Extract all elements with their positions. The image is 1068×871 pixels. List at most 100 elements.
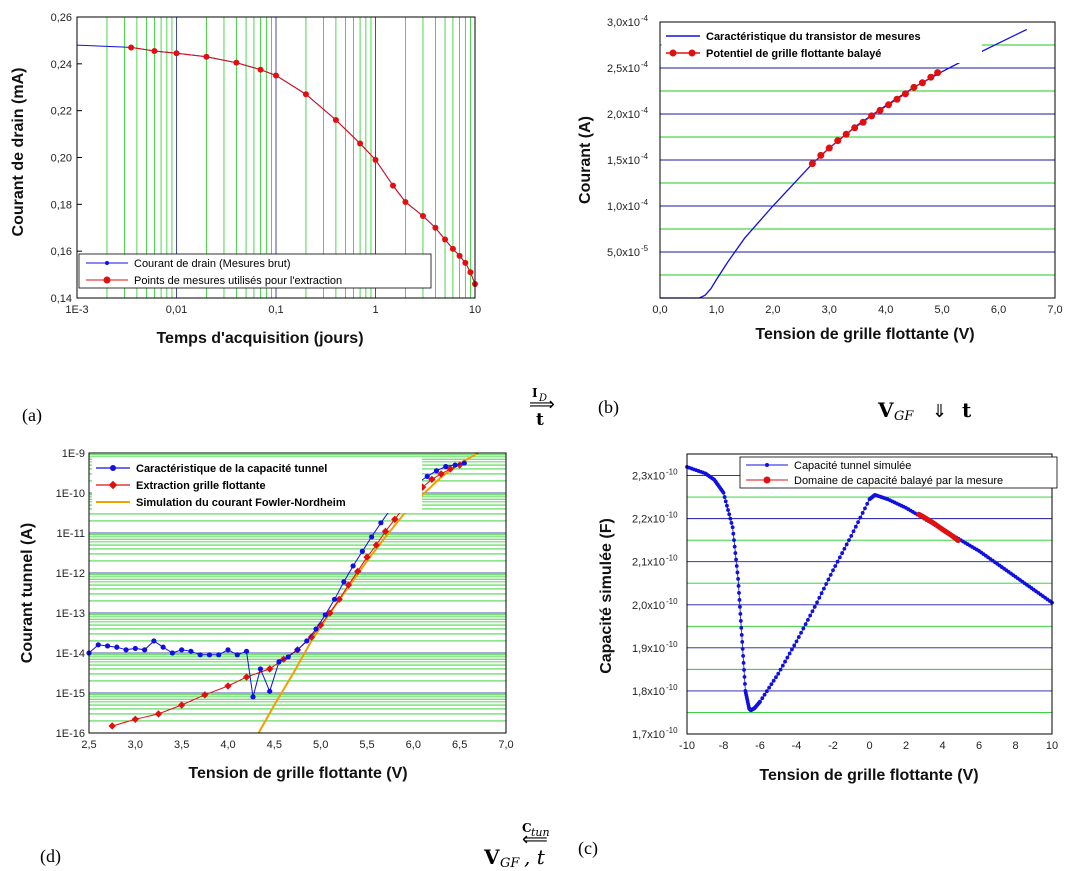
double-arrow-right-icon: ⟹ (529, 394, 555, 415)
series-0-point (799, 630, 803, 635)
series-0-point (285, 654, 291, 660)
series-1-point (372, 156, 379, 163)
series-0-point (833, 564, 838, 568)
series-1-point (449, 245, 456, 252)
chart-c-series (685, 465, 1054, 713)
chart-d-ticks: 2,5 3,0 3,5 4,0 4,5 5,0 5,5 6,0 6,5 7,0 1E-16 1E-15… (56, 448, 514, 751)
series-1-point (446, 465, 455, 473)
y-tick-label: 1E-11 (56, 528, 85, 540)
series-1-point (419, 213, 426, 220)
series-0-point (785, 655, 790, 660)
series-0-point (771, 678, 776, 683)
arrow-cd-bottom: V (483, 845, 500, 869)
series-0-point (794, 639, 799, 644)
series-1-point (233, 59, 240, 66)
series-1-point (381, 527, 390, 536)
series-0-point (322, 612, 328, 618)
series-0-point (826, 577, 831, 582)
arrow-ab-bottom: t (536, 410, 544, 430)
series-0-point (267, 688, 273, 694)
x-tick-label: -10 (679, 740, 695, 752)
y-tick-label: 2,2x10 (632, 514, 665, 526)
series-1-point (151, 47, 158, 54)
series-1-point (344, 581, 353, 589)
series-0-point (369, 534, 375, 540)
y-tick-exponent: -10 (666, 640, 678, 649)
series-1-point (876, 106, 884, 114)
series-1-point (868, 112, 876, 120)
series-1-point (390, 182, 397, 189)
series-0-point (803, 622, 808, 627)
series-1-point (885, 101, 893, 109)
series-0-point (276, 659, 282, 665)
series-0-point (732, 544, 737, 549)
series-0-point (730, 525, 735, 530)
series-0-point (123, 647, 129, 653)
arrow-bc-right: t (962, 398, 972, 422)
chart-d-legend-label-2: Extraction grille flottante (136, 480, 266, 492)
series-1-point (302, 91, 309, 98)
x-tick-label: 6 (976, 740, 982, 752)
series-0-point (774, 675, 778, 680)
chart-a-xlabel: Temps d'acquisition (jours) (156, 330, 363, 347)
series-0-point (851, 529, 856, 534)
y-tick-exponent: -10 (666, 726, 678, 735)
series-1-point (335, 595, 343, 603)
series-0-point (350, 563, 356, 569)
series-0-point (776, 671, 781, 676)
x-tick-label: 10 (1046, 740, 1058, 752)
chart-d-xlabel: Tension de grille flottante (V) (188, 765, 407, 782)
x-tick-label: 0,01 (166, 304, 187, 316)
chart-c-legend-box (739, 456, 1058, 489)
series-0-point (740, 640, 745, 644)
series-0-point (234, 652, 240, 658)
y-tick-exponent: -10 (666, 597, 678, 606)
series-0-point (762, 692, 767, 697)
series-0-point (739, 633, 744, 637)
series-1-point (224, 682, 232, 690)
x-tick-label: 1E-3 (65, 304, 88, 316)
series-0-point (760, 696, 765, 701)
series-0-point (849, 533, 854, 538)
series-0-point (856, 520, 860, 525)
series-1-point (893, 95, 901, 103)
chart-c-legend-label-1: Capacité tunnel simulée (794, 460, 911, 472)
chart-c-frame (686, 453, 1053, 735)
series-1-point (901, 90, 909, 98)
series-0-point (821, 586, 826, 591)
arrow-cd-bottom-sub: GF (500, 856, 520, 871)
series-0-point (104, 643, 111, 649)
series-0-point (819, 591, 824, 596)
series-0-point (294, 647, 301, 653)
series-0-point (810, 609, 815, 614)
y-tick-label: 1E-10 (56, 488, 85, 500)
series-0-point (206, 652, 213, 658)
arrow-cd-top-sub: tun (531, 826, 550, 839)
chart-c-legend-marker-2 (763, 476, 771, 484)
series-1-point (131, 715, 140, 723)
series-0-point (732, 538, 736, 543)
series-0-point (801, 626, 806, 631)
series-1-point (257, 66, 264, 73)
y-tick-exponent: -10 (666, 554, 678, 563)
x-tick-label: 10 (469, 304, 481, 316)
x-tick-label: 8 (1012, 740, 1018, 752)
chart-c-legend-marker-1 (765, 463, 769, 467)
chart-d-grid (89, 454, 506, 734)
x-tick-label: 5,0 (934, 304, 949, 316)
series-1-point (307, 633, 316, 641)
y-tick-exponent: -10 (666, 511, 678, 520)
series-0-point (452, 462, 458, 468)
chart-b-frame (659, 21, 1056, 299)
series-1-point (242, 673, 251, 681)
chart-d-ylabel: Courant tunnel (A) (19, 523, 36, 663)
x-tick-label: 2 (903, 740, 909, 752)
y-tick-label: 0,20 (51, 153, 72, 165)
series-1-point (432, 224, 439, 231)
series-1-line (812, 72, 938, 165)
series-1-point (332, 117, 339, 124)
y-tick-label: 1E-16 (56, 728, 85, 740)
chart-a-legend-label-1: Courant de drain (Mesures brut) (134, 258, 291, 270)
chart-d-legend: Caractéristique de la capacité tunnel Ex… (92, 457, 422, 513)
x-tick-label: -4 (792, 740, 802, 752)
